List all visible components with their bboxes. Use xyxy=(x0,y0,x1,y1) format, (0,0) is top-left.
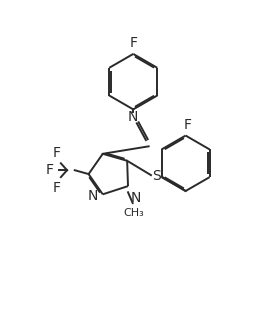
Text: N: N xyxy=(128,110,138,124)
Text: F: F xyxy=(52,146,60,160)
Text: S: S xyxy=(152,169,161,183)
Text: N: N xyxy=(88,189,98,203)
Text: N: N xyxy=(130,191,141,205)
Text: F: F xyxy=(52,181,60,195)
Text: F: F xyxy=(129,36,137,50)
Text: CH₃: CH₃ xyxy=(123,208,144,218)
Text: F: F xyxy=(183,118,191,132)
Text: F: F xyxy=(45,163,53,177)
